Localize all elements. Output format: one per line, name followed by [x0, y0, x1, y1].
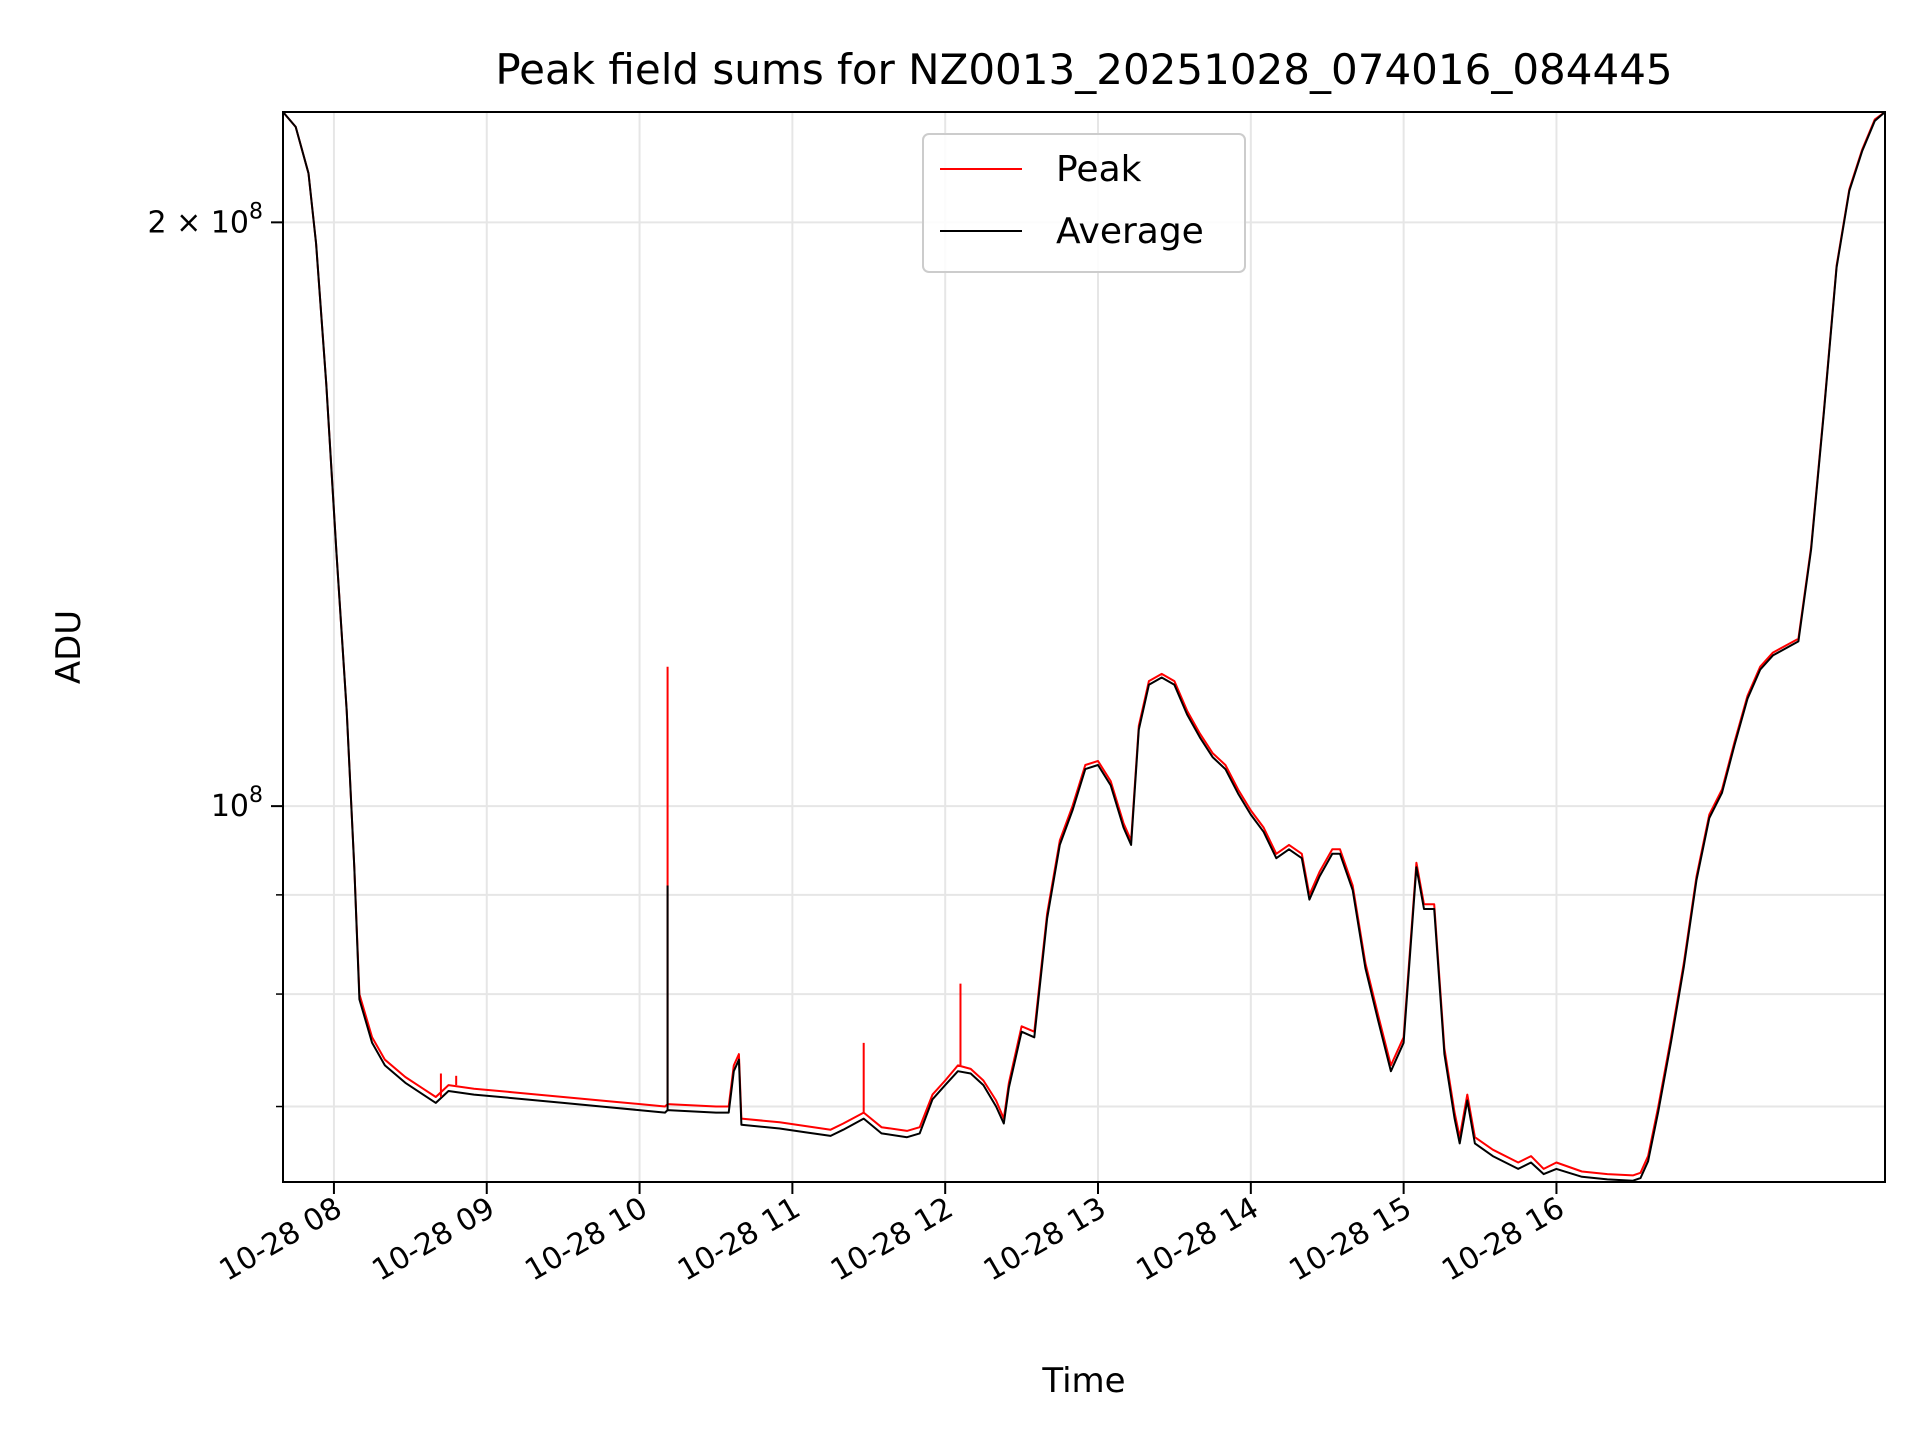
- y-tick-label-exponent: 8: [249, 783, 263, 808]
- x-axis-label: Time: [1041, 1361, 1125, 1401]
- y-axis-label: ADU: [49, 610, 89, 684]
- legend: Peak Average: [922, 133, 1246, 273]
- y-tick-label: 2 × 108: [148, 199, 263, 240]
- chart-title: Peak field sums for NZ0013_20251028_0740…: [495, 45, 1672, 94]
- y-tick-label-exponent: 8: [249, 199, 263, 224]
- series-group: [283, 112, 1885, 1182]
- y-tick-label-base: 10: [211, 789, 249, 824]
- y-tick-label-base: 2 × 10: [148, 205, 249, 240]
- plot-frame: [282, 111, 1886, 1183]
- series-line-average: [283, 112, 1885, 1182]
- series-line-peak: [283, 112, 1885, 1177]
- y-tick-label: 108: [211, 783, 263, 824]
- legend-label-peak: Peak: [1056, 149, 1142, 190]
- series-layer: [283, 112, 1885, 1182]
- legend-label-average: Average: [1056, 211, 1204, 252]
